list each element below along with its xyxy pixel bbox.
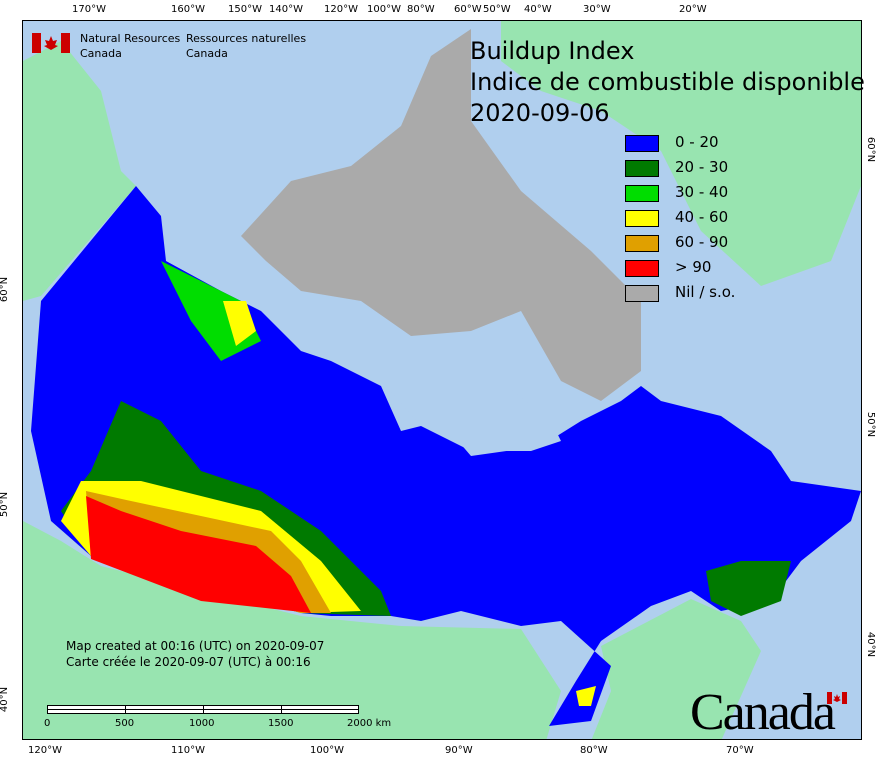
usa-east [591, 599, 761, 739]
top-tick-label: 150°W [228, 4, 262, 15]
usa [23, 521, 561, 739]
legend-label: Nil / s.o. [675, 283, 736, 301]
legend-swatch [625, 135, 659, 152]
wordmark-flag-icon [827, 692, 847, 704]
right-tick-label: 60°N [865, 136, 877, 163]
scale-bar [47, 705, 359, 714]
legend-label: 0 - 20 [675, 133, 719, 151]
legend-swatch [625, 210, 659, 227]
legend-label: 60 - 90 [675, 233, 729, 251]
zone-above-90 [86, 496, 311, 613]
legend-label: 20 - 30 [675, 158, 729, 176]
map-date: 2020-09-06 [470, 99, 610, 127]
top-tick-label: 140°W [269, 4, 303, 15]
right-tick-label: 40°N [865, 631, 877, 658]
zone-southern-ontario [576, 686, 596, 706]
map-canvas [23, 21, 861, 739]
bottom-tick-label: 110°W [171, 745, 205, 756]
legend-label: 30 - 40 [675, 183, 729, 201]
canada-flag-icon [32, 33, 70, 53]
hudson-bay [386, 381, 561, 451]
left-tick-label: 60°N [0, 276, 11, 303]
top-tick-label: 120°W [324, 4, 358, 15]
scale-label: 500 [115, 718, 135, 729]
legend-swatch [625, 235, 659, 252]
agency-fr-line1: Ressources naturelles [186, 32, 307, 45]
agency-en-line2: Canada [80, 47, 122, 60]
agency-en-line1: Natural Resources [80, 32, 181, 45]
created-fr: Carte créée le 2020-09-07 (UTC) à 00:16 [66, 655, 311, 669]
top-tick-label: 40°W [524, 4, 552, 15]
scale-label: 1000 [189, 718, 215, 729]
top-tick-label: 30°W [583, 4, 611, 15]
legend-swatch [625, 160, 659, 177]
agency-name-en: Natural Resources Canada [80, 31, 180, 61]
left-tick-label: 50°N [0, 491, 11, 518]
bottom-tick-label: 80°W [580, 745, 608, 756]
top-tick-label: 160°W [171, 4, 205, 15]
title-fr: Indice de combustible disponible [470, 68, 865, 96]
agency-name-fr: Ressources naturelles Canada [186, 31, 306, 61]
zone-40-60-north [223, 301, 256, 346]
zone-20-30-maritimes [706, 561, 791, 616]
top-tick-label: 60°W [454, 4, 482, 15]
canada-wordmark: Canada [690, 684, 836, 741]
arctic-islands [241, 29, 641, 401]
scale-label: 1500 [268, 718, 294, 729]
right-tick-label: 50°N [865, 411, 877, 438]
creation-note: Map created at 00:16 (UTC) on 2020-09-07… [66, 638, 324, 670]
legend-label: 40 - 60 [675, 208, 729, 226]
map-frame [22, 20, 862, 740]
bottom-tick-label: 90°W [445, 745, 473, 756]
top-tick-label: 80°W [407, 4, 435, 15]
bottom-tick-label: 70°W [726, 745, 754, 756]
map-title: Buildup Index Indice de combustible disp… [470, 36, 865, 129]
scale-label: 0 [44, 718, 51, 729]
alaska [23, 41, 136, 301]
agency-fr-line2: Canada [186, 47, 228, 60]
legend-label: > 90 [675, 258, 712, 276]
legend-swatch [625, 185, 659, 202]
greenland [501, 21, 861, 286]
top-tick-label: 20°W [679, 4, 707, 15]
legend-swatch [625, 260, 659, 277]
top-tick-label: 50°W [483, 4, 511, 15]
created-en: Map created at 00:16 (UTC) on 2020-09-07 [66, 639, 325, 653]
scale-label: 2000 km [347, 718, 392, 729]
top-tick-label: 100°W [367, 4, 401, 15]
bottom-tick-label: 100°W [310, 745, 344, 756]
title-en: Buildup Index [470, 37, 635, 65]
legend-swatch [625, 285, 659, 302]
left-tick-label: 40°N [0, 686, 11, 713]
top-tick-label: 170°W [72, 4, 106, 15]
bottom-tick-label: 120°W [28, 745, 62, 756]
